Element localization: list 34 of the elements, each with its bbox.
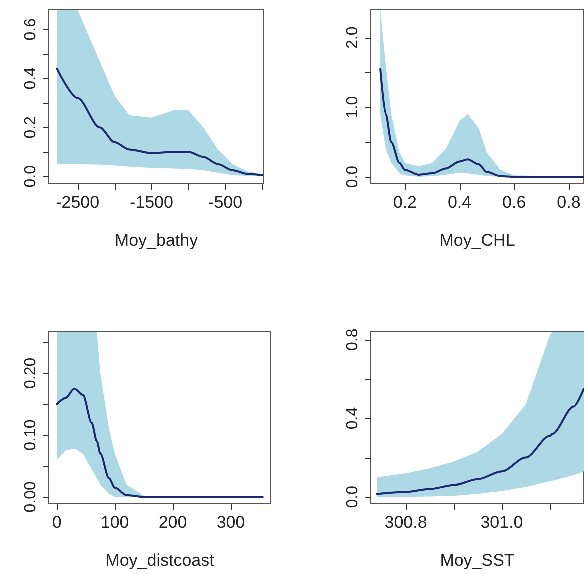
x-tick-label: 300 — [216, 513, 246, 532]
y-tick-label: 0.0 — [22, 165, 40, 188]
y-tick-label: 2.0 — [344, 26, 362, 49]
line-series — [56, 68, 264, 176]
x-tick-label: 0.8 — [557, 193, 581, 212]
y-tick-label: 0.20 — [22, 358, 40, 390]
y-tick-label: 0.4 — [22, 67, 40, 90]
x-tick-label: 0.6 — [502, 193, 526, 212]
y-tick-label: 0.0 — [344, 166, 362, 188]
x-tick-label: 0.2 — [393, 193, 417, 212]
line-series — [380, 68, 584, 178]
line-series — [376, 388, 584, 496]
x-axis-title: Moy_SST — [440, 551, 515, 570]
x-tick-label: 0.4 — [448, 193, 472, 212]
x-tick-label: 100 — [100, 513, 130, 532]
line-series — [56, 388, 264, 498]
y-tick-label: 0.0 — [344, 486, 362, 508]
x-tick-label: -500 — [208, 193, 243, 212]
x-tick-label: 0 — [52, 513, 62, 532]
x-tick-label: -2500 — [56, 193, 100, 212]
y-tick-label: 0.6 — [22, 18, 40, 41]
x-tick-label: -1500 — [130, 193, 174, 212]
y-tick-label: 0.8 — [344, 328, 362, 351]
y-tick-label: 0.4 — [344, 407, 362, 430]
x-axis-title: Moy_CHL — [440, 231, 516, 250]
y-tick-label: 0.10 — [22, 420, 40, 451]
y-tick-label: 0.00 — [22, 482, 40, 513]
x-tick-label: 200 — [158, 513, 188, 532]
x-axis-title: Moy_distcoast — [106, 551, 215, 570]
y-tick-label: 0.2 — [22, 116, 40, 139]
x-axis-title: Moy_bathy — [114, 231, 199, 250]
x-tick-label: 300.8 — [384, 513, 428, 532]
y-tick-label: 1.0 — [344, 96, 362, 119]
x-tick-label: 301.0 — [480, 513, 524, 532]
